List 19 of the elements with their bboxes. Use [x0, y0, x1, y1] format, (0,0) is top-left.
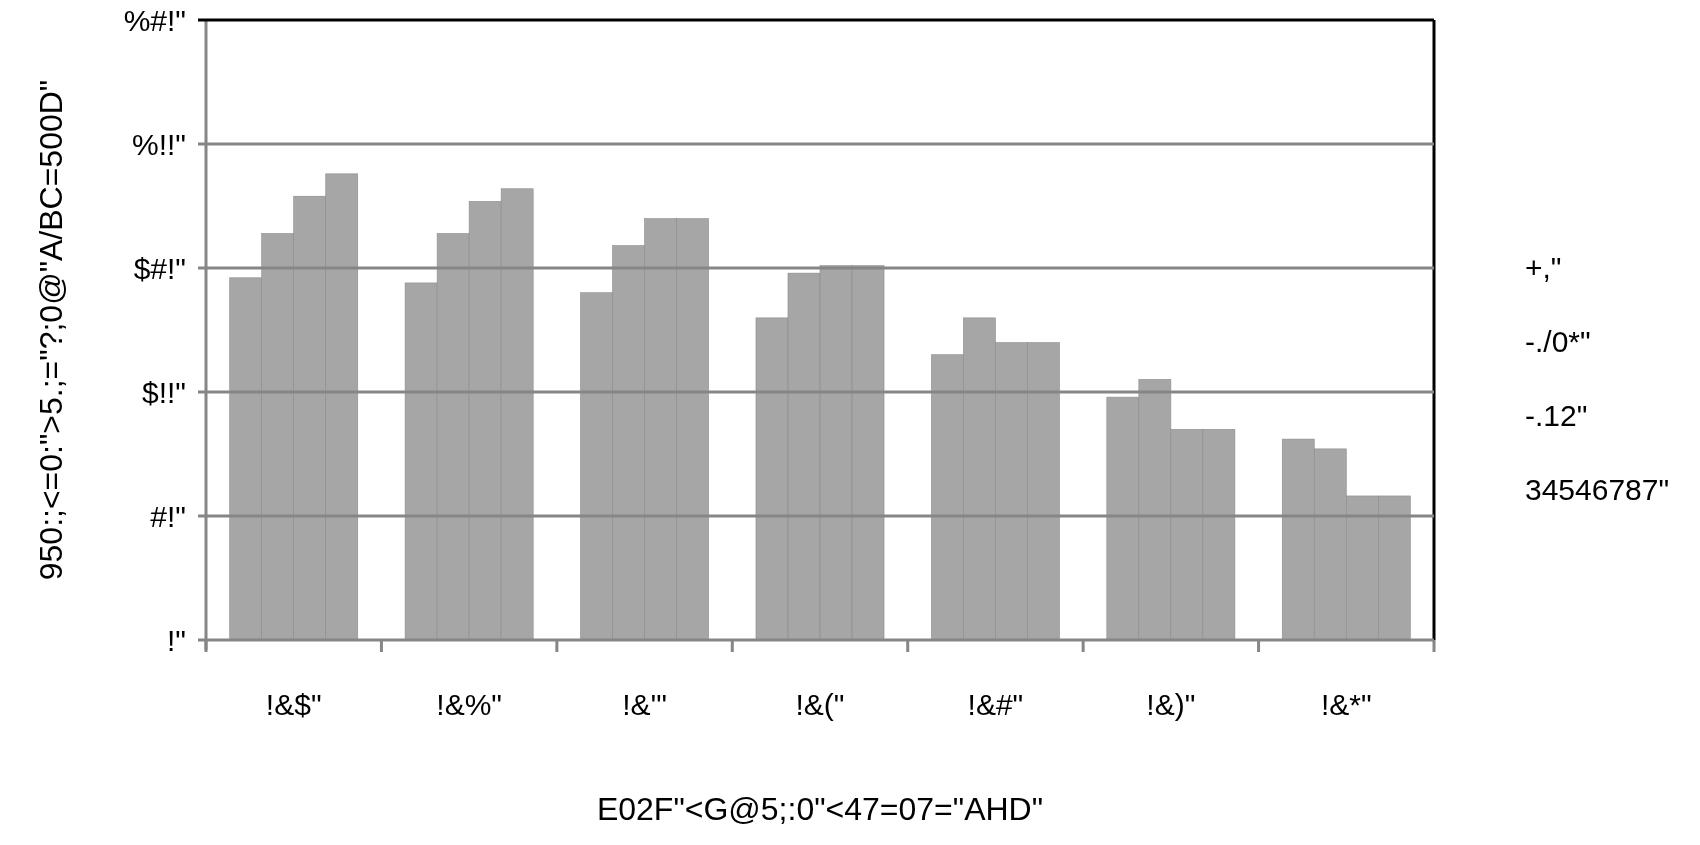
x-tick-label: !&$": [265, 688, 322, 721]
x-tick-label: !&*": [1320, 688, 1372, 721]
ref-line-label: $!!": [141, 375, 186, 409]
x-tick-label: !&)": [1146, 688, 1196, 721]
text: -./0*": [1525, 324, 1591, 358]
x-axis-title: E02F"<G@5;:0"<47=07="AHD": [596, 791, 1044, 827]
ref-line-label: $#!": [133, 251, 186, 285]
ref-line-label: %!!": [132, 127, 186, 161]
x-tick-label: !&#": [967, 688, 1024, 721]
ref-line-label: %#!": [123, 3, 186, 37]
y-axis-title: 950:;<=0:">5.;="?;0@"A/BC=500D": [33, 79, 69, 581]
text: -.12": [1525, 398, 1588, 432]
x-tick-label: !&(": [795, 688, 845, 721]
text: !": [167, 623, 186, 657]
ref-line-label: #!": [150, 499, 186, 533]
x-tick-label: !&'": [622, 688, 667, 721]
x-tick-label: !&%": [436, 688, 502, 721]
text: +,": [1525, 250, 1562, 284]
text: 34546787": [1525, 472, 1670, 506]
